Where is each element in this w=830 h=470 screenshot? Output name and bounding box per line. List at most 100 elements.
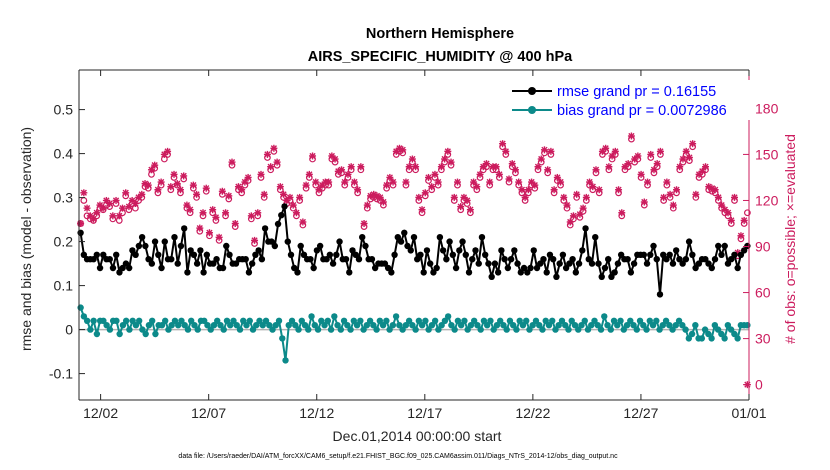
rmse-point (537, 260, 544, 267)
rmse-point (624, 256, 631, 263)
obs-evaluated-stroke (505, 175, 513, 183)
bias-point (451, 326, 458, 333)
bias-point (230, 317, 237, 324)
bias-point (698, 335, 706, 342)
obs-evaluated-stroke (538, 155, 545, 163)
bias-point (666, 322, 673, 329)
obs-evaluated-stroke (431, 171, 439, 178)
bias-point (558, 317, 566, 324)
rmse-point (514, 260, 521, 267)
bias-point (106, 326, 114, 333)
rmse-point (161, 238, 168, 245)
rmse-point (549, 256, 557, 263)
obs-evaluated-stroke (396, 145, 403, 152)
y-tick-label: 0.1 (54, 278, 74, 294)
rmse-point (469, 256, 476, 263)
rmse-point (184, 269, 191, 276)
rmse-point (731, 251, 738, 258)
obs-evaluated-stroke (522, 194, 529, 201)
bias-point (207, 326, 214, 333)
obs-evaluated-marker (569, 212, 577, 220)
rmse-point (352, 251, 359, 258)
obs-evaluated-stroke (248, 212, 255, 219)
obs-evaluated-stroke (170, 171, 178, 178)
rmse-point (533, 264, 541, 272)
rmse-point (436, 234, 444, 241)
rmse-point (294, 269, 301, 276)
bias-point (630, 322, 637, 329)
rmse-point (582, 225, 589, 232)
obs-evaluated-stroke (576, 211, 584, 218)
rmse-point (679, 260, 686, 267)
obs-evaluated-marker (637, 170, 645, 178)
obs-evaluated-stroke (683, 148, 690, 155)
obs-evaluated-marker (331, 155, 339, 163)
rmse-point (200, 269, 207, 276)
obs-evaluated-marker (144, 181, 152, 189)
obs-evaluated-marker (257, 170, 265, 178)
rmse-point (349, 247, 356, 254)
bias-point (295, 326, 302, 333)
obs-evaluated-marker (354, 186, 362, 194)
rmse-point (96, 264, 104, 272)
y-right-tick-label: 90 (755, 239, 771, 255)
obs-evaluated-stroke (602, 145, 609, 152)
obs-evaluated-stroke (737, 232, 745, 239)
y-tick-label: 0.5 (54, 102, 74, 118)
bias-point (379, 322, 387, 329)
obs-evaluated-stroke (718, 201, 725, 209)
obs-evaluated-stroke (83, 205, 91, 212)
x-tick-label: 12/27 (623, 405, 658, 421)
rmse-point (553, 273, 560, 280)
obs-evaluated-marker (669, 201, 677, 209)
obs-evaluated-marker (125, 203, 133, 211)
bias-point (623, 322, 631, 329)
obs-evaluated-marker (83, 204, 91, 212)
obs-evaluated-marker (383, 181, 391, 189)
bias-point (483, 322, 491, 329)
obs-evaluated-stroke (573, 191, 580, 198)
rmse-point (336, 238, 343, 245)
obs-evaluated-marker (118, 204, 126, 212)
bias-point (519, 322, 527, 329)
bias-point (376, 317, 384, 324)
obs-evaluated-stroke (454, 178, 461, 186)
obs-evaluated-marker (196, 224, 204, 232)
obs-evaluated-marker (579, 204, 587, 212)
obs-evaluated-marker (486, 178, 494, 186)
bias-point (129, 317, 136, 324)
obs-evaluated-marker (89, 215, 97, 223)
bias-point (210, 322, 218, 329)
y-right-tick-label: 60 (755, 285, 771, 301)
rmse-point (122, 260, 130, 267)
obs-evaluated-stroke (686, 154, 693, 161)
obs-evaluated-marker (573, 190, 581, 198)
obs-evaluated-stroke (712, 186, 719, 193)
bias-point (253, 322, 260, 329)
obs-evaluated-marker (663, 178, 671, 186)
y-right-tick-label: 0 (755, 377, 763, 393)
rmse-point (171, 234, 178, 241)
obs-evaluated-marker (540, 146, 548, 154)
obs-evaluated-stroke (567, 218, 574, 226)
bias-point (545, 322, 553, 329)
obs-evaluated-marker (537, 155, 545, 163)
obs-evaluated-marker (437, 163, 445, 171)
rmse-point (297, 242, 304, 250)
obs-evaluated-marker (350, 178, 358, 186)
obs-evaluated-marker (77, 219, 85, 227)
obs-evaluated-stroke (551, 186, 558, 193)
obs-evaluated-stroke (309, 152, 316, 160)
rmse-point (475, 260, 482, 267)
obs-evaluated-stroke (637, 171, 645, 178)
rmse-point (689, 251, 696, 258)
obs-evaluated-stroke (470, 178, 477, 186)
bias-point (392, 313, 400, 320)
obs-evaluated-marker (154, 186, 162, 194)
rmse-point (323, 256, 330, 263)
rmse-point (388, 269, 395, 276)
bias-point (627, 317, 634, 324)
obs-evaluated-marker (402, 178, 410, 186)
obs-evaluated-stroke (670, 201, 677, 209)
obs-evaluated-marker (93, 209, 101, 217)
